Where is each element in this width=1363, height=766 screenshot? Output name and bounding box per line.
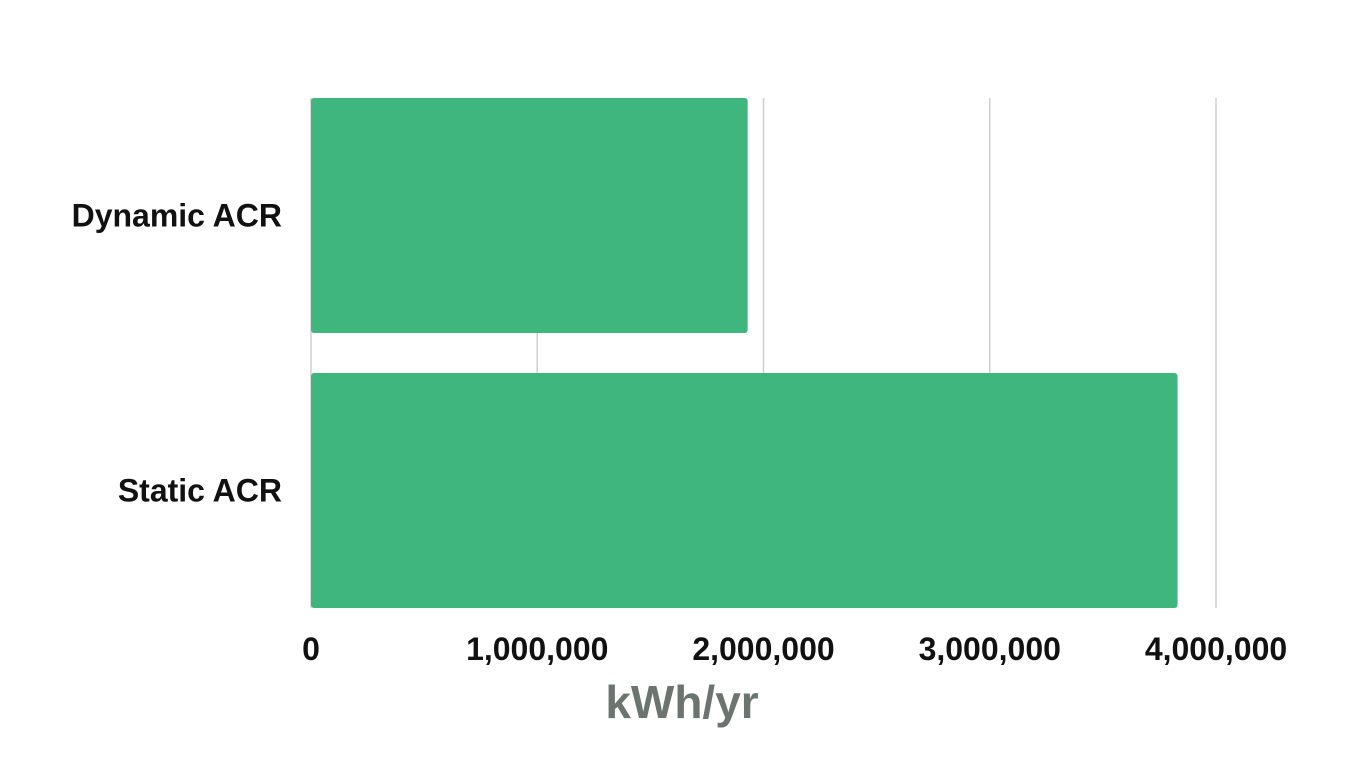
x-axis-title: kWh/yr — [605, 676, 758, 728]
x-tick-labels: 0 1,000,000 2,000,000 3,000,000 4,000,000 — [302, 631, 1287, 667]
x-tick-label: 3,000,000 — [919, 631, 1061, 667]
category-label: Dynamic ACR — [72, 198, 282, 234]
bar-static-acr — [311, 373, 1178, 608]
x-tick-label: 0 — [302, 631, 320, 667]
bar-dynamic-acr — [311, 98, 748, 333]
x-tick-label: 2,000,000 — [692, 631, 834, 667]
category-label: Static ACR — [118, 473, 282, 509]
category-labels: Dynamic ACR Static ACR — [72, 198, 282, 509]
bars — [311, 98, 1178, 608]
x-tick-label: 1,000,000 — [466, 631, 608, 667]
x-tick-label: 4,000,000 — [1145, 631, 1287, 667]
